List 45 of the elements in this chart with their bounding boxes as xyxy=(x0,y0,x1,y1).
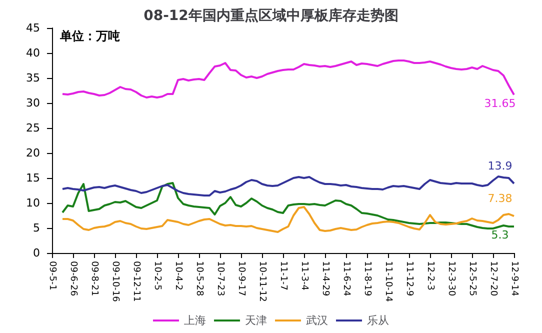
x-tick-label: 10-4-2 xyxy=(173,261,183,290)
y-tick-label: 45 xyxy=(26,22,40,34)
x-tick-label: 10-7-23 xyxy=(215,261,225,296)
x-tick-label: 09-5-1 xyxy=(47,261,57,290)
x-tick-label: 11-3-4 xyxy=(299,261,309,291)
legend-label: 天津 xyxy=(245,314,267,327)
x-tick-label: 12-7-20 xyxy=(488,261,498,296)
annotation: 单位：万吨 xyxy=(59,29,120,43)
x-tick-label: 11-10-14 xyxy=(383,261,393,302)
x-tick-label: 09-12-11 xyxy=(131,261,141,302)
x-tick-label: 12-3-30 xyxy=(446,261,456,296)
legend-label: 武汉 xyxy=(306,314,328,327)
line-series xyxy=(62,182,515,230)
x-tick-label: 12-2-3 xyxy=(425,261,435,290)
data-label: 5.3 xyxy=(491,228,509,242)
line-series xyxy=(62,60,515,98)
legend-label: 乐从 xyxy=(367,314,389,327)
y-tick-label: 5 xyxy=(33,222,40,234)
x-tick-label: 10-2-5 xyxy=(152,261,162,290)
x-tick-label: 09-6-26 xyxy=(68,261,78,296)
x-tick-label: 12-5-25 xyxy=(467,261,477,296)
data-label: 13.9 xyxy=(488,160,512,172)
y-tick-label: 30 xyxy=(26,96,40,110)
y-tick-label: 10 xyxy=(26,196,40,210)
x-tick-label: 10-9-17 xyxy=(236,261,246,296)
x-tick-label: 09-8-21 xyxy=(89,261,99,296)
x-tick-label: 10-5-28 xyxy=(194,261,204,296)
legend-label: 上海 xyxy=(184,314,206,327)
y-tick-label: 25 xyxy=(26,122,40,134)
y-tick-label: 15 xyxy=(26,172,40,184)
y-tick-label: 40 xyxy=(26,46,40,60)
x-tick-label: 11-12-9 xyxy=(404,261,414,296)
x-tick-label: 11-6-24 xyxy=(341,261,351,296)
x-tick-label: 12-9-14 xyxy=(509,261,519,296)
data-label: 7.38 xyxy=(488,192,512,206)
data-label: 31.65 xyxy=(484,96,516,110)
y-tick-label: 0 xyxy=(33,246,40,260)
x-tick-label: 11-8-19 xyxy=(362,261,372,296)
x-tick-label: 09-10-16 xyxy=(110,261,120,302)
x-tick-label: 11-4-29 xyxy=(320,261,330,296)
chart-title: 08-12年国内重点区域中厚板库存走势图 xyxy=(144,7,398,24)
y-tick-label: 35 xyxy=(26,72,40,84)
x-tick-label: 10-11-12 xyxy=(257,261,267,302)
y-tick-label: 20 xyxy=(26,146,40,160)
x-tick-label: 11-1-7 xyxy=(278,261,288,290)
